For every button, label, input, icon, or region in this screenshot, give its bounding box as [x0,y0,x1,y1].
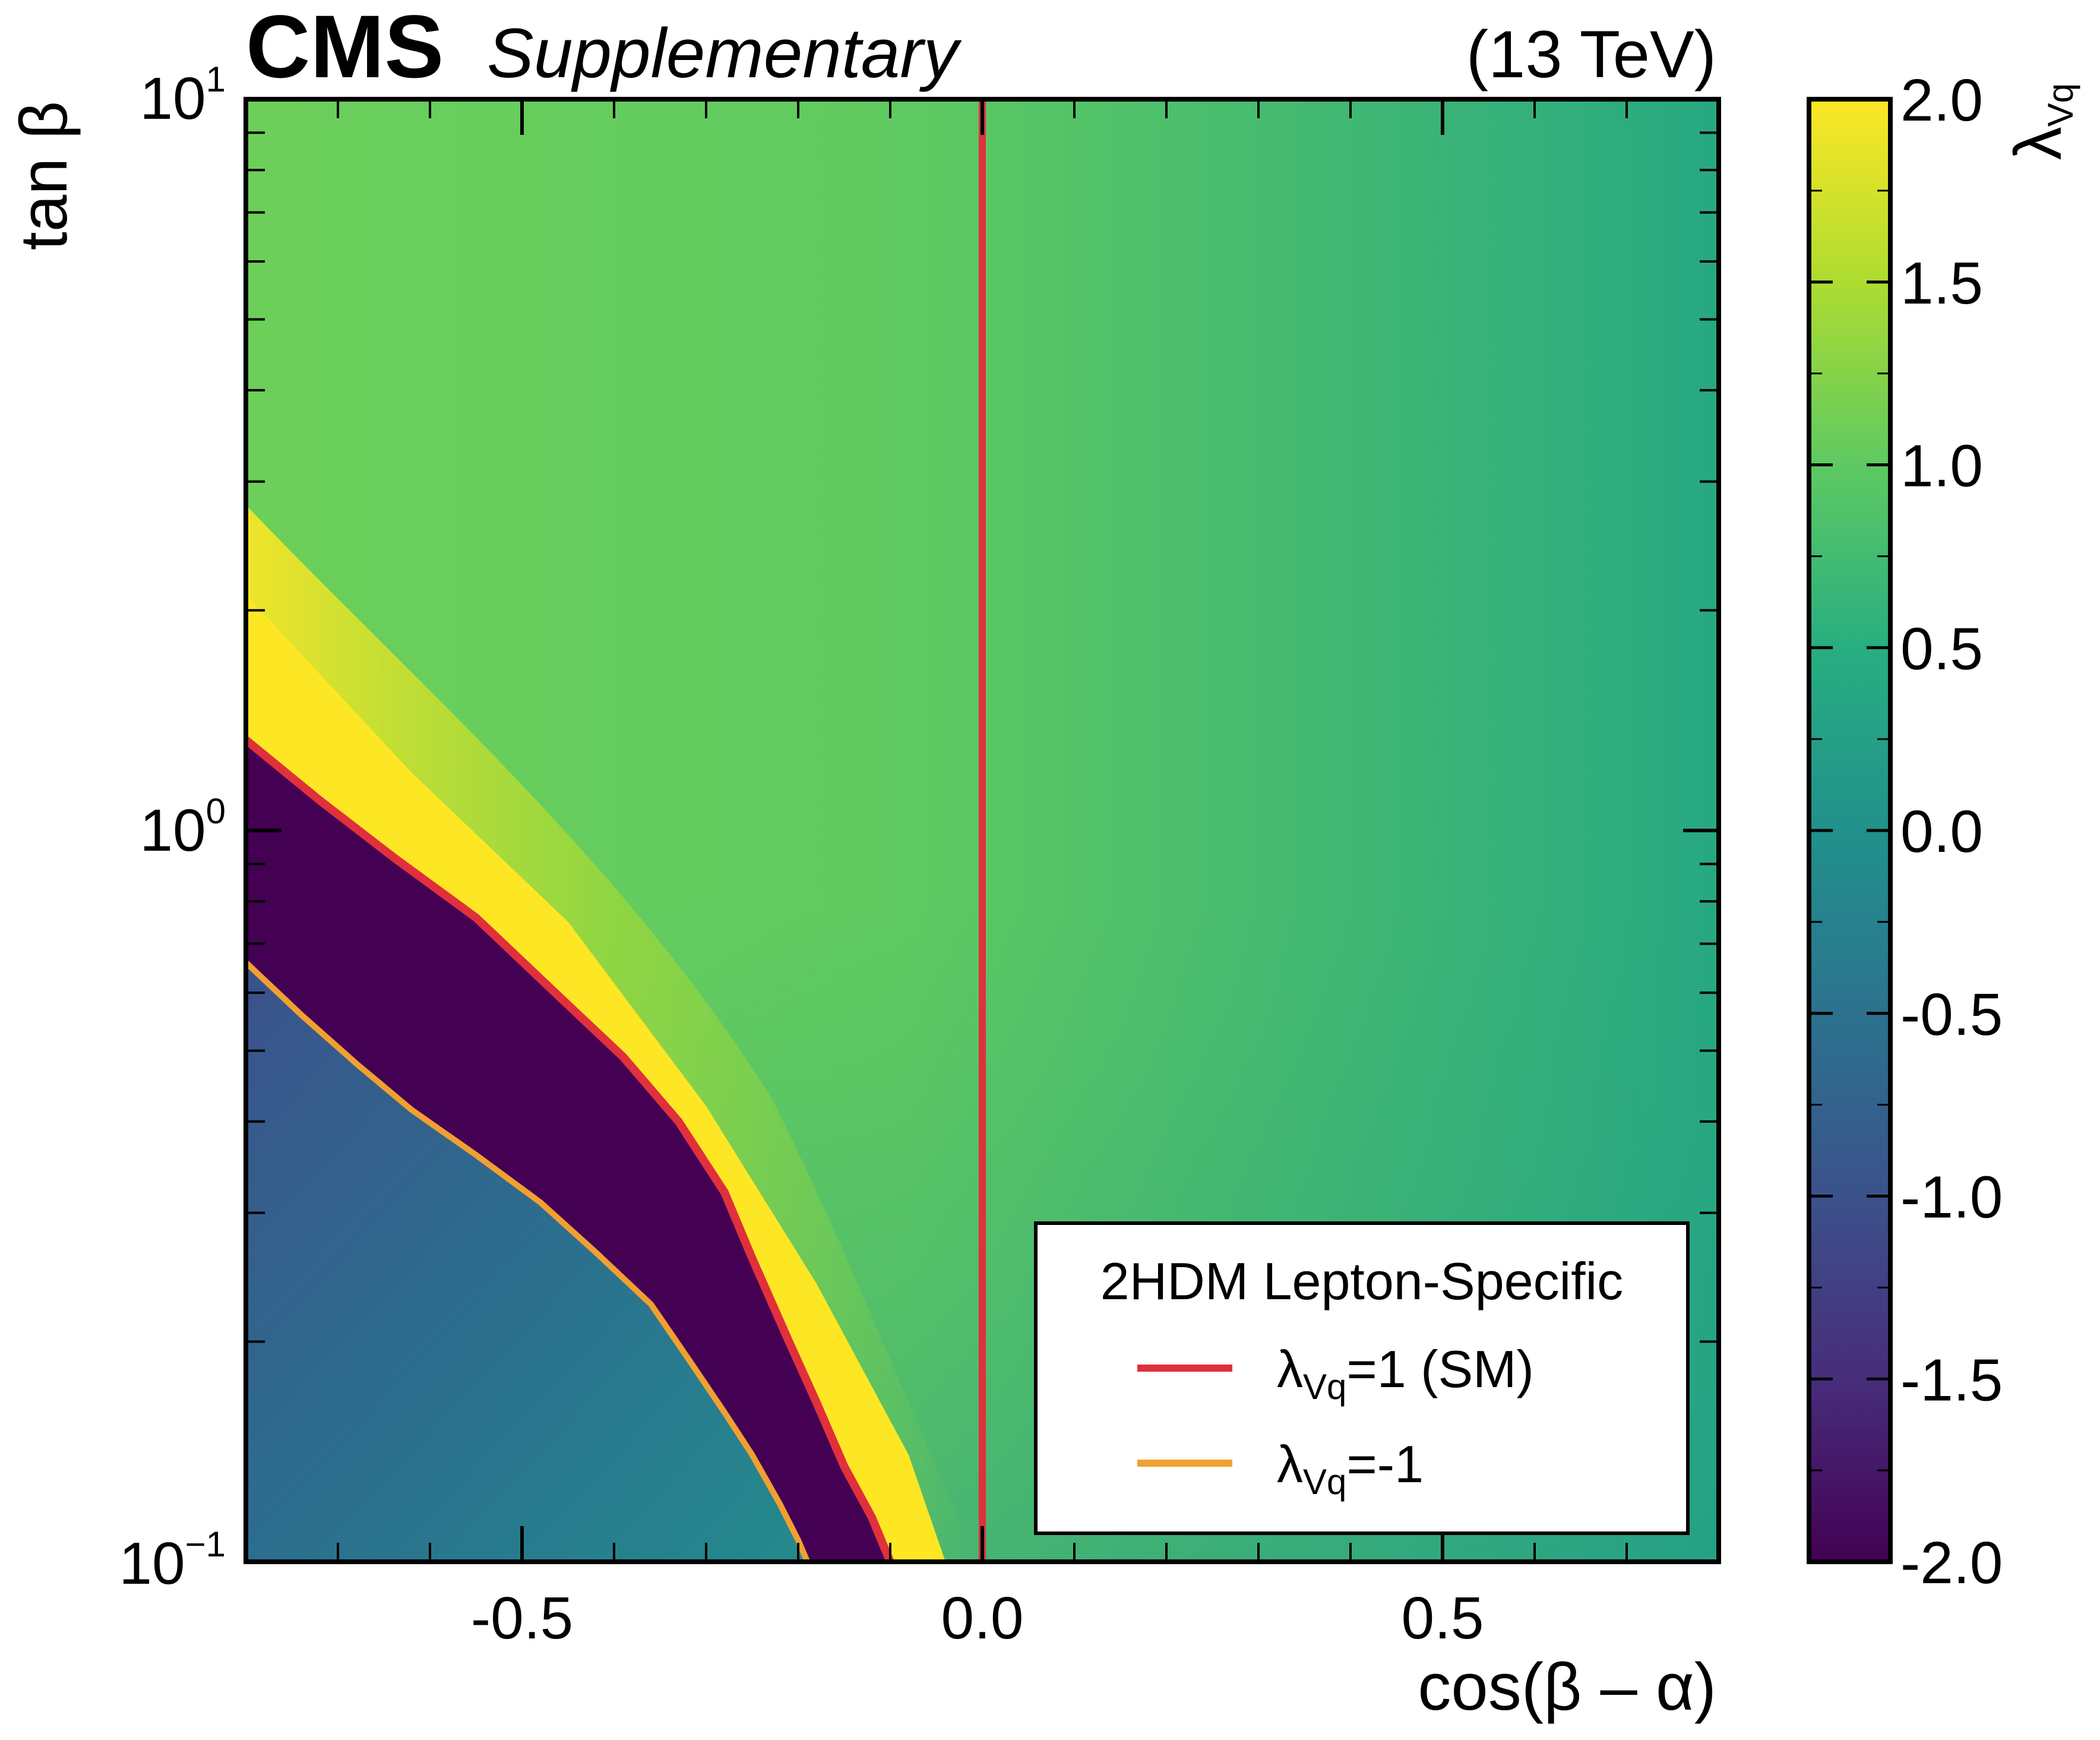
supplementary-label: Supplementary [487,14,962,93]
colorbar-tick-label: 0.5 [1900,615,1983,682]
colorbar-tick-labels: 2.0 1.5 1.0 0.5 0.0 -0.5 -1.0 -1.5 -2.0 [1900,67,2003,1596]
y-tick-label: 101 [140,59,226,132]
colorbar-tick-label: 1.5 [1900,250,1983,317]
colorbar-tick-label: -2.0 [1900,1530,2003,1596]
y-axis-label: tan β [7,101,81,250]
heatmap-yellow-band [246,595,945,1562]
minus-one-contour [246,960,811,1562]
legend-entry-minus1: λVq=-1 [1277,1435,1424,1502]
heatmap-lower-region [246,962,808,1562]
x-tick-labels: -0.5 0.0 0.5 [471,1585,1484,1651]
legend-entry-sm: λVq=1 (SM) [1277,1340,1534,1407]
sm-boundary-contour [246,737,894,1562]
colorbar-tick-label: -1.5 [1900,1347,2003,1413]
legend: 2HDM Lepton-Specific λVq=1 (SM) λVq=-1 [1034,1221,1690,1535]
colorbar: 2.0 1.5 1.0 0.5 0.0 -0.5 -1.0 -1.5 -2.0 … [1807,67,2080,1596]
colorbar-tick-label: -0.5 [1900,981,2003,1048]
y-tick-label: 10−1 [119,1524,226,1597]
x-tick-label: -0.5 [471,1585,573,1651]
legend-box [1034,1221,1690,1535]
colorbar-tick-label: 2.0 [1900,67,1983,134]
colorbar-label: λVq [2001,83,2080,160]
header: CMS Supplementary (13 TeV) [246,0,1716,96]
colorbar-ticks [1809,97,1890,1564]
colorbar-tick-label: -1.0 [1900,1164,2003,1231]
legend-title: 2HDM Lepton-Specific [1100,1252,1623,1310]
heatmap-purple-band [246,740,890,1562]
y-axis-ticks [246,97,1719,1564]
colorbar-tick-label: 1.0 [1900,433,1983,500]
x-axis-label: cos(β – α) [1418,1650,1716,1724]
colorbar-tick-label: 0.0 [1900,798,1983,865]
y-tick-labels: 10−1 100 101 [119,59,226,1597]
x-tick-label: 0.5 [1401,1585,1484,1651]
y-tick-label: 100 [140,791,226,864]
cms-label: CMS [246,0,444,96]
heatmap [246,99,1719,1562]
x-tick-label: 0.0 [941,1585,1023,1651]
energy-label: (13 TeV) [1466,17,1716,91]
